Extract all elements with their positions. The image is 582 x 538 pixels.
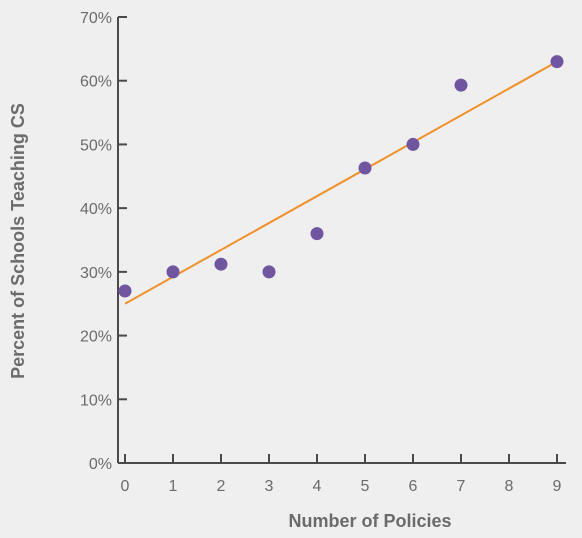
data-point xyxy=(358,161,372,175)
data-point xyxy=(310,227,324,241)
x-axis: 0 1 2 3 4 5 6 7 8 9 xyxy=(118,454,566,495)
y-axis: 0% 10% 20% 30% 40% 50% 60% 70% xyxy=(80,10,127,473)
x-tick-label: 0 xyxy=(121,478,130,495)
x-tick-label: 9 xyxy=(553,478,562,495)
data-point xyxy=(454,78,468,92)
x-tick-label: 1 xyxy=(169,478,178,495)
y-tick-label: 30% xyxy=(80,265,112,282)
y-tick-label: 0% xyxy=(89,456,112,473)
y-axis-title: Percent of Schools Teaching CS xyxy=(8,103,28,379)
data-point xyxy=(406,137,420,151)
y-tick-label: 60% xyxy=(80,74,112,91)
y-tick-label: 10% xyxy=(80,392,112,409)
data-point xyxy=(214,257,228,271)
y-tick-label: 50% xyxy=(80,137,112,154)
x-tick-label: 8 xyxy=(505,478,514,495)
x-tick-label: 2 xyxy=(217,478,226,495)
x-tick-label: 5 xyxy=(361,478,370,495)
data-point xyxy=(550,55,564,69)
data-points xyxy=(118,55,564,298)
data-point xyxy=(118,284,132,298)
x-tick-label: 4 xyxy=(313,478,322,495)
trendline-group xyxy=(124,60,558,305)
x-tick-label: 7 xyxy=(457,478,466,495)
x-axis-title: Number of Policies xyxy=(288,511,451,531)
y-tick-label: 70% xyxy=(80,10,112,27)
trendline xyxy=(124,60,558,305)
data-point xyxy=(262,265,276,279)
x-tick-label: 3 xyxy=(265,478,274,495)
data-point xyxy=(166,265,180,279)
y-tick-label: 40% xyxy=(80,201,112,218)
x-tick-label: 6 xyxy=(409,478,418,495)
y-tick-label: 20% xyxy=(80,329,112,346)
